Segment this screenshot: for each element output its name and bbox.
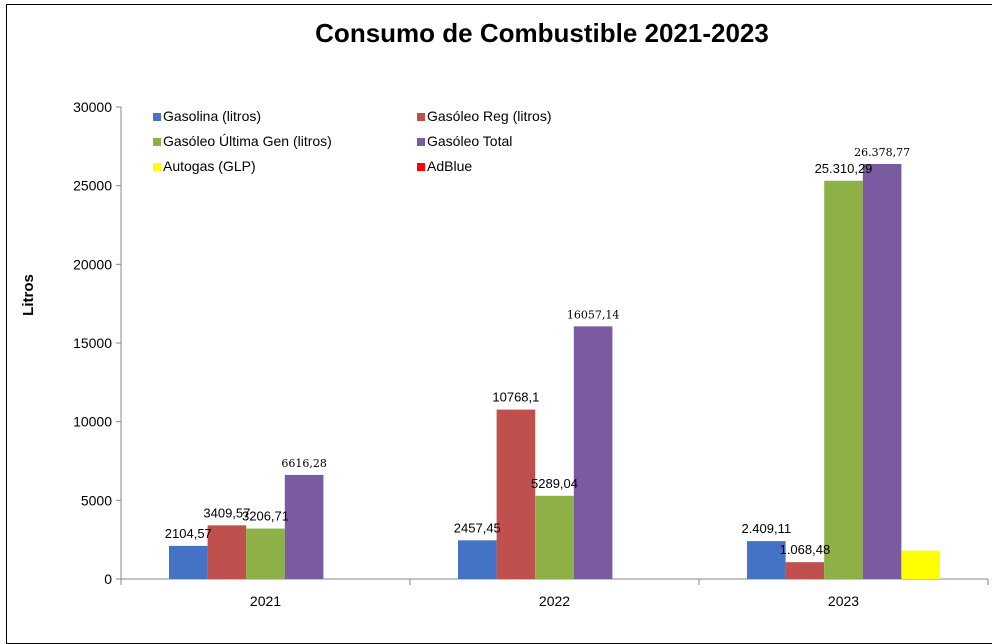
x-tick-label: 2021 [250, 593, 281, 609]
bar [458, 540, 497, 579]
bar [535, 495, 574, 579]
y-tick-label: 25000 [73, 178, 112, 194]
legend-label: Autogas (GLP) [163, 158, 256, 174]
chart-svg: Consumo de Combustible 2021-2023 Litros … [20, 18, 989, 609]
bar [747, 541, 786, 579]
bar [824, 180, 863, 579]
bars-group [169, 163, 940, 580]
bar [785, 562, 825, 579]
bar [207, 525, 247, 579]
y-tick-label: 10000 [73, 414, 112, 430]
x-tick-label: 2022 [539, 593, 570, 609]
data-label: 25.310,29 [815, 161, 873, 176]
legend-label: Gasolina (litros) [163, 108, 261, 124]
legend-swatch [153, 113, 161, 121]
legend-swatch [417, 138, 425, 146]
bar [246, 528, 285, 579]
legend-label: Gasóleo Última Gen (litros) [163, 133, 332, 149]
legend-label: Gasóleo Reg (litros) [427, 108, 552, 124]
data-label: 1.068,48 [780, 542, 831, 557]
bar [573, 326, 613, 579]
bar [862, 163, 902, 580]
legend-swatch [417, 113, 425, 121]
legend-label: Gasóleo Total [427, 133, 512, 149]
y-tick-label: 0 [104, 571, 112, 587]
chart-title: Consumo de Combustible 2021-2023 [315, 18, 769, 48]
bar [284, 474, 324, 579]
data-label: 2.409,11 [741, 521, 791, 536]
y-tick-label: 5000 [81, 492, 112, 508]
y-tick-label: 30000 [73, 99, 112, 115]
legend-label: AdBlue [427, 158, 472, 174]
legend-swatch [153, 138, 161, 146]
data-label: 5289,04 [531, 476, 578, 491]
data-label: 2457,45 [454, 520, 501, 535]
legend: Gasolina (litros) Gasóleo Reg (litros) Gas… [153, 108, 552, 174]
data-labels-group: 2104,57 2457,45 2.409,11 3409,57 10768,1 1.06… [165, 146, 910, 557]
data-label: 3206,71 [242, 509, 289, 524]
legend-swatch [417, 163, 425, 171]
data-label: 6616,28 [281, 457, 327, 470]
data-label: 2104,57 [165, 526, 212, 541]
bar [496, 409, 536, 579]
y-axis-label: Litros [20, 274, 37, 316]
y-tick-label: 15000 [73, 335, 112, 351]
x-tick-label: 2023 [828, 593, 859, 609]
data-label: 16057,14 [567, 308, 620, 321]
data-label: 10768,1 [492, 390, 539, 405]
bar [169, 545, 208, 579]
data-label: 26.378,77 [854, 146, 910, 159]
y-tick-label: 20000 [73, 256, 112, 272]
legend-swatch [153, 163, 161, 171]
bar [901, 550, 940, 579]
data-label: 3409,57 [203, 505, 250, 520]
